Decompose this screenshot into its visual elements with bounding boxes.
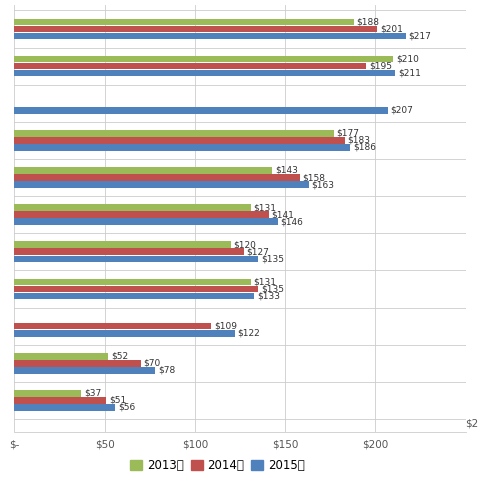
Bar bbox=[14, 353, 108, 360]
Bar bbox=[14, 174, 300, 181]
Text: $109: $109 bbox=[214, 322, 237, 331]
Bar bbox=[14, 255, 258, 262]
Bar bbox=[14, 390, 81, 396]
Text: $210: $210 bbox=[396, 55, 419, 63]
Text: $70: $70 bbox=[144, 359, 161, 368]
Bar bbox=[14, 249, 244, 255]
Text: $195: $195 bbox=[369, 61, 392, 71]
Text: $143: $143 bbox=[275, 166, 298, 175]
Bar bbox=[14, 367, 155, 373]
Text: $141: $141 bbox=[272, 210, 294, 219]
Bar bbox=[14, 33, 406, 39]
Bar bbox=[14, 323, 211, 329]
Text: $78: $78 bbox=[158, 366, 175, 375]
Bar bbox=[14, 56, 394, 62]
Bar bbox=[14, 70, 395, 76]
Bar bbox=[14, 360, 141, 367]
Text: $217: $217 bbox=[409, 32, 432, 40]
Text: $56: $56 bbox=[118, 403, 135, 412]
Text: $131: $131 bbox=[253, 277, 276, 287]
Bar bbox=[14, 397, 107, 404]
Legend: 2013年, 2014年, 2015年: 2013年, 2014年, 2015年 bbox=[127, 455, 308, 475]
Text: $135: $135 bbox=[261, 254, 284, 264]
Text: $163: $163 bbox=[312, 180, 334, 189]
Text: $188: $188 bbox=[357, 17, 379, 26]
Text: $207: $207 bbox=[391, 106, 414, 115]
Text: $120: $120 bbox=[234, 240, 256, 249]
Text: $177: $177 bbox=[336, 129, 360, 138]
Bar bbox=[14, 167, 273, 174]
Bar bbox=[14, 278, 251, 285]
Bar bbox=[14, 404, 116, 411]
Text: $201: $201 bbox=[380, 24, 403, 34]
Bar bbox=[14, 241, 231, 248]
Bar bbox=[14, 211, 269, 218]
Bar bbox=[14, 19, 354, 25]
Text: $146: $146 bbox=[281, 217, 303, 226]
Text: $122: $122 bbox=[237, 329, 260, 338]
Bar bbox=[14, 107, 388, 114]
Text: $135: $135 bbox=[261, 285, 284, 293]
Bar bbox=[14, 25, 377, 32]
Text: $2: $2 bbox=[466, 419, 479, 429]
Text: $158: $158 bbox=[302, 173, 325, 182]
Bar bbox=[14, 218, 278, 225]
Bar bbox=[14, 130, 334, 137]
Bar bbox=[14, 181, 309, 188]
Text: $51: $51 bbox=[109, 396, 126, 405]
Text: $183: $183 bbox=[348, 136, 371, 145]
Bar bbox=[14, 63, 366, 70]
Bar bbox=[14, 293, 254, 300]
Bar bbox=[14, 144, 350, 151]
Text: $127: $127 bbox=[246, 247, 269, 256]
Bar bbox=[14, 137, 345, 144]
Text: $186: $186 bbox=[353, 143, 376, 152]
Text: $133: $133 bbox=[257, 291, 280, 300]
Bar bbox=[14, 286, 258, 292]
Text: $52: $52 bbox=[111, 352, 128, 360]
Bar bbox=[14, 330, 235, 336]
Text: $211: $211 bbox=[398, 69, 421, 78]
Text: $37: $37 bbox=[84, 389, 101, 398]
Text: $131: $131 bbox=[253, 203, 276, 212]
Bar bbox=[14, 204, 251, 211]
